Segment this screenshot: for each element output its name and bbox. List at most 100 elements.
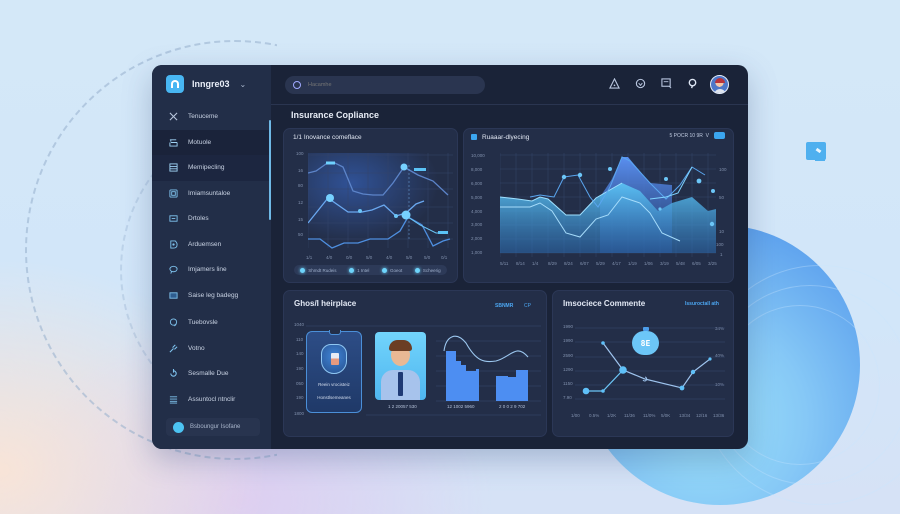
card-icon	[169, 214, 178, 223]
legend-label: Scheerig	[422, 267, 441, 273]
y-tick: 50	[298, 232, 304, 237]
y-tick: 190	[296, 366, 304, 371]
y-tick: 3,000	[471, 222, 483, 227]
legend-dot-icon	[300, 267, 306, 273]
badge-icon	[169, 240, 178, 249]
legend-dot-icon	[349, 267, 355, 273]
page-title: Insurance Copliance	[291, 110, 380, 120]
legend-item[interactable]: Shmdt Rudeis	[300, 267, 337, 273]
sidebar-item-imjamers-line[interactable]: Imjamers line	[152, 257, 271, 283]
id-card-line1: Reein vrocisteiz	[318, 382, 350, 387]
chat-icon	[169, 265, 178, 274]
app-logo-icon	[166, 75, 184, 93]
y-tick-right: 34%	[715, 326, 725, 331]
shield-search-icon[interactable]	[687, 78, 698, 89]
alert-triangle-icon[interactable]	[609, 78, 620, 89]
y-tick: 10,000	[471, 153, 485, 158]
window-icon	[169, 291, 178, 300]
x-tick: 6/07	[580, 261, 589, 266]
sidebar-item-label: Motuole	[188, 138, 212, 146]
floating-chat-icon	[806, 142, 826, 161]
sidebar-item-motuole[interactable]: Motuole	[152, 129, 271, 155]
x-tick: 3/25	[708, 261, 717, 266]
y-tick: 16	[298, 168, 304, 173]
sidebar: Inngre03 ⌄ Tenuceme Motuole Memipecling …	[152, 65, 271, 449]
ghost-heirplace-card: Ghos/I heirplace SBNMR CP 1040 110 140 1…	[283, 290, 547, 437]
x-tick: 4/17	[612, 261, 621, 266]
chevron-down-icon[interactable]: ⌄	[239, 79, 247, 89]
top-bar	[271, 65, 748, 105]
y-tick-right: 50	[719, 195, 725, 200]
x-tick: 11/36	[624, 413, 635, 418]
sidebar-item-sesmalle-due[interactable]: Sesmalle Due	[152, 361, 271, 387]
y-tick: 80	[298, 183, 304, 188]
insurance-link[interactable]: Issuroctall ath	[685, 301, 719, 307]
sidebar-item-votno[interactable]: Votno	[152, 336, 271, 362]
x-tick: 13/36	[713, 413, 725, 418]
x-tick: 13/34	[679, 413, 691, 418]
avatar[interactable]	[710, 75, 729, 94]
policy-id-card[interactable]: Reein vrocisteiz Honstlsemeanes	[306, 330, 362, 413]
document-icon	[169, 189, 178, 198]
bar-caption: 2 0 0 2 9 702	[499, 404, 526, 409]
x-tick: 1/4	[532, 261, 539, 266]
undo-icon	[169, 369, 178, 378]
compliance-chart-card: 1/1 Inovance comeflace 100 16 80 12 15 5…	[283, 128, 458, 283]
sidebar-item-label: Tuebovsle	[188, 319, 218, 327]
x-tick: 0/0	[346, 255, 353, 260]
sidebar-item-drtoles[interactable]: Drtoles	[152, 206, 271, 232]
sidebar-scrollbar[interactable]	[269, 120, 271, 220]
range-text: 5 POCR 10 9R	[669, 133, 703, 139]
lock-icon	[331, 353, 339, 365]
y-tick: 1990	[563, 324, 574, 329]
sidebar-item-tenuceme[interactable]: Tenuceme	[152, 104, 271, 130]
agent-portrait	[375, 332, 426, 400]
chart-legend: Shmdt Rudeis 1 Intel Goeot Scheerig	[294, 265, 447, 275]
y-tick: 4,000	[471, 209, 483, 214]
legend-item[interactable]: Scheerig	[414, 267, 441, 273]
x-tick: 8/29	[548, 261, 557, 266]
legend-item[interactable]: Goeot	[382, 267, 402, 273]
location-pin-icon[interactable]	[635, 78, 646, 89]
range-selector[interactable]: 5 POCR 10 9R V	[670, 133, 709, 139]
message-icon[interactable]	[661, 78, 672, 89]
x-tick: 0/1	[441, 255, 448, 260]
x-tick: 12/16	[696, 413, 708, 418]
sidebar-item-imiamsuntaloe[interactable]: Imiamsuntaloe	[152, 181, 271, 207]
range-mark: V	[705, 133, 709, 139]
y-tick: 1040	[294, 322, 305, 327]
chart-icon	[471, 134, 477, 140]
sidebar-item-assuntocl-ntnclir[interactable]: Assuntocl ntnclir	[152, 387, 271, 413]
y-tick: 190	[296, 395, 304, 400]
sidebar-item-tuebovsle[interactable]: Tuebovsle	[152, 310, 271, 336]
app-name: Inngre03	[192, 79, 230, 89]
sidebar-item-saise-leg-badegg[interactable]: Saise leg badegg	[152, 283, 271, 309]
legend-item[interactable]: 1 Intel	[349, 267, 369, 273]
sidebar-item-memipecling[interactable]: Memipecling	[152, 155, 271, 181]
search-bar[interactable]	[285, 76, 485, 94]
sidebar-item-label: Drtoles	[188, 215, 209, 223]
x-tick: 5/11	[500, 261, 509, 266]
search-input[interactable]	[308, 82, 468, 88]
card-title: Imsociece Commente	[563, 299, 646, 308]
sidebar-footer-button[interactable]: Bsboungur Isofane	[166, 418, 260, 436]
x-tick: 5/48	[676, 261, 685, 266]
y-tick: 6,000	[471, 181, 483, 186]
list-icon	[169, 395, 178, 404]
y-tick-right: 40%	[715, 353, 725, 358]
cp-link[interactable]: CP	[524, 303, 531, 309]
x-tick: 8/24	[564, 261, 573, 266]
y-tick-right: 10%	[715, 382, 725, 387]
toggle-switch[interactable]	[714, 132, 725, 139]
monitoring-area-plot	[500, 153, 716, 257]
card-notch	[329, 330, 341, 335]
x-tick: 5/0	[424, 255, 431, 260]
portrait-hair	[389, 340, 412, 351]
card-title: 1/1 Inovance comeflace	[293, 134, 362, 141]
sbnmr-link[interactable]: SBNMR	[495, 303, 514, 309]
comments-line-plot	[575, 327, 725, 400]
brand[interactable]: Inngre03 ⌄	[166, 75, 246, 93]
sidebar-item-arduemsen[interactable]: Arduemsen	[152, 232, 271, 258]
score-bubble[interactable]: 8E	[632, 327, 659, 355]
search-icon	[293, 81, 301, 89]
